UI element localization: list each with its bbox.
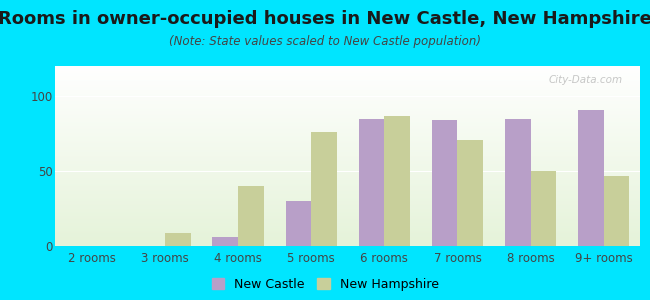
Text: Rooms in owner-occupied houses in New Castle, New Hampshire: Rooms in owner-occupied houses in New Ca… — [0, 11, 650, 28]
Bar — [530, 171, 556, 246]
Bar — [384, 116, 410, 246]
Bar — [458, 140, 483, 246]
Bar — [578, 110, 604, 246]
Text: (Note: State values scaled to New Castle population): (Note: State values scaled to New Castle… — [169, 34, 481, 47]
Bar — [311, 132, 337, 246]
Bar — [165, 232, 190, 246]
Bar — [359, 118, 384, 246]
Bar — [505, 118, 530, 246]
Bar — [238, 186, 264, 246]
Bar — [604, 176, 629, 246]
Legend: New Castle, New Hampshire: New Castle, New Hampshire — [211, 278, 439, 291]
Text: City-Data.com: City-Data.com — [549, 75, 623, 85]
Bar — [432, 120, 458, 246]
Bar — [285, 201, 311, 246]
Bar — [213, 237, 238, 246]
